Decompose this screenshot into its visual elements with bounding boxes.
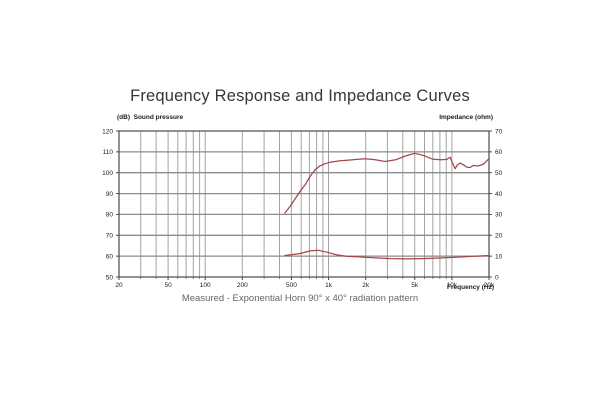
curve-sound-pressure-response bbox=[284, 152, 490, 214]
tick-label-freq: 50 bbox=[164, 282, 172, 289]
tick-label-ohm: 30 bbox=[495, 212, 503, 219]
tick-label-ohm: 20 bbox=[495, 233, 503, 240]
plot-border bbox=[118, 130, 490, 278]
chart-title: Frequency Response and Impedance Curves bbox=[130, 87, 470, 105]
x-axis-title: Frequency (Hz) bbox=[447, 284, 494, 291]
tick-label-db: 60 bbox=[106, 253, 114, 260]
curve-impedance bbox=[284, 249, 490, 260]
tick-label-db: 70 bbox=[106, 233, 114, 240]
tick-label-db: 110 bbox=[103, 149, 114, 156]
tick-label-freq: 20 bbox=[115, 282, 123, 289]
tick-label-ohm: 60 bbox=[495, 149, 503, 156]
tick-label-ohm: 70 bbox=[495, 128, 503, 135]
tick-label-freq: 1k bbox=[325, 282, 333, 289]
tick-label-db: 90 bbox=[106, 191, 114, 198]
tick-label-ohm: 40 bbox=[495, 191, 503, 198]
tick-label-db: 100 bbox=[102, 170, 113, 177]
tick-label-ohm: 50 bbox=[495, 170, 503, 177]
tick-label-freq: 20k bbox=[484, 282, 495, 289]
tick-label-ohm: 0 bbox=[495, 274, 499, 281]
tick-label-freq: 100 bbox=[200, 282, 211, 289]
tick-label-freq: 5k bbox=[411, 282, 419, 289]
tick-label-freq: 2k bbox=[362, 282, 370, 289]
tick-label-ohm: 10 bbox=[495, 253, 503, 260]
left-axis-title: (dB) Sound pressure bbox=[117, 114, 184, 121]
tick-label-freq: 10k bbox=[447, 282, 458, 289]
chart-caption: Measured - Exponential Horn 90° x 40° ra… bbox=[181, 293, 419, 304]
tick-label-db: 50 bbox=[106, 274, 114, 281]
tick-label-freq: 200 bbox=[237, 282, 248, 289]
tick-label-freq: 500 bbox=[286, 282, 297, 289]
tick-label-db: 120 bbox=[102, 128, 113, 135]
right-axis-title: Impedance (ohm) bbox=[439, 114, 493, 121]
tick-label-db: 80 bbox=[106, 212, 114, 219]
